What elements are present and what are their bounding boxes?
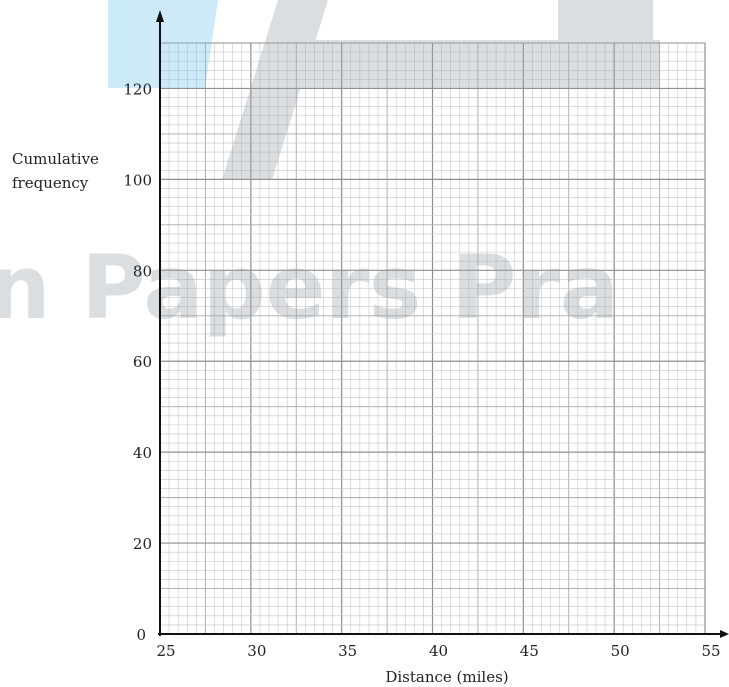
x-tick-label: 45	[520, 642, 539, 660]
x-axis-label: Distance (miles)	[385, 668, 508, 686]
labels: 25 30 35 40 45 50 55 0 20 40 60 80 100 120 Distance (m…	[12, 80, 721, 686]
grid	[159, 42, 706, 635]
watermark: n Papers Pra	[0, 0, 660, 339]
y-axis-label: frequency	[12, 174, 89, 192]
watermark-gray-bar	[300, 40, 660, 88]
axes	[156, 10, 729, 638]
watermark-gray-block	[558, 0, 653, 88]
y-tick-label: 40	[133, 444, 152, 462]
y-tick-label: 60	[133, 353, 152, 371]
y-tick-label: 120	[123, 80, 152, 98]
x-tick-label: 40	[429, 642, 448, 660]
x-tick-label: 50	[611, 642, 630, 660]
y-tick-label: 20	[133, 535, 152, 553]
x-tick-label: 25	[156, 642, 175, 660]
x-axis-arrow	[720, 630, 729, 638]
watermark-text: n Papers Pra	[0, 236, 619, 339]
watermark-blue-block	[108, 0, 218, 88]
y-tick-label: 100	[123, 171, 152, 189]
x-tick-label: 30	[247, 642, 266, 660]
watermark-slant-bar	[222, 0, 328, 180]
y-axis-label: Cumulative	[12, 150, 99, 168]
x-tick-label: 35	[338, 642, 357, 660]
y-tick-label: 80	[133, 262, 152, 280]
y-tick-label: 0	[136, 626, 146, 644]
y-axis-arrow	[156, 10, 164, 22]
x-tick-label: 55	[701, 642, 720, 660]
